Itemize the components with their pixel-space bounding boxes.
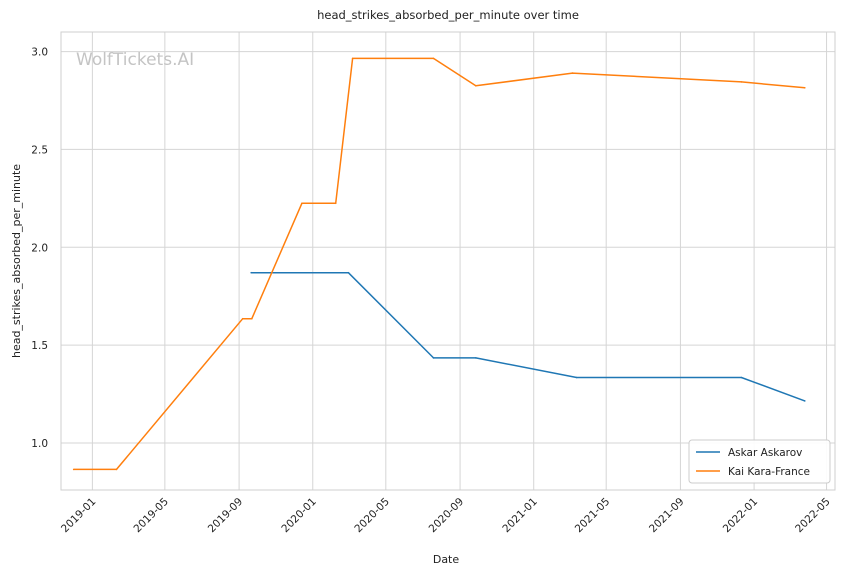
x-tick-label: 2019-09 xyxy=(206,496,246,536)
x-axis-label: Date xyxy=(433,553,460,566)
x-tick-label: 2021-05 xyxy=(573,496,613,536)
data-point-kai-kara-france xyxy=(251,317,253,320)
y-tick-label: 3.0 xyxy=(31,47,48,59)
chart-title: head_strikes_absorbed_per_minute over ti… xyxy=(317,8,579,22)
data-point-kai-kara-france xyxy=(351,57,354,60)
y-axis-label: head_strikes_absorbed_per_minute xyxy=(10,164,23,358)
y-tick-labels: 1.0 1.5 2.0 2.5 3.0 xyxy=(31,47,48,450)
data-point-askar-askarov xyxy=(475,357,477,359)
data-point-askar-askarov xyxy=(575,376,578,379)
legend-label-askar-askarov: Askar Askarov xyxy=(728,447,802,459)
data-point-kai-kara-france xyxy=(241,317,244,320)
data-point-askar-askarov xyxy=(347,271,350,274)
data-point-kai-kara-france xyxy=(432,57,435,60)
legend: Askar Askarov Kai Kara-France xyxy=(688,439,831,484)
plot-frame xyxy=(60,31,836,491)
x-tick-label: 2020-09 xyxy=(427,496,467,536)
data-point-kai-kara-france xyxy=(571,72,574,74)
x-tick-label: 2019-05 xyxy=(131,496,171,536)
x-tick-label: 2022-01 xyxy=(721,496,761,536)
x-tick-label: 2020-01 xyxy=(279,496,319,536)
x-tick-label: 2019-01 xyxy=(59,496,99,536)
data-point-askar-askarov xyxy=(250,271,252,274)
y-tick-label: 2.0 xyxy=(31,242,48,254)
data-point-kai-kara-france xyxy=(740,81,743,83)
y-tick-label: 1.5 xyxy=(31,340,48,352)
data-point-askar-askarov xyxy=(740,376,743,379)
data-point-kai-kara-france xyxy=(72,468,75,471)
series-lines xyxy=(72,57,806,471)
data-point-kai-kara-france xyxy=(115,468,118,471)
x-tick-label: 2021-09 xyxy=(647,496,687,536)
x-tick-label: 2022-05 xyxy=(793,496,833,536)
data-point-kai-kara-france xyxy=(301,202,303,205)
data-point-kai-kara-france xyxy=(804,87,806,89)
x-tick-label: 2021-01 xyxy=(500,496,540,536)
data-point-askar-askarov xyxy=(804,400,806,402)
y-tick-label: 1.0 xyxy=(31,438,48,450)
x-tick-label: 2020-05 xyxy=(352,496,392,536)
legend-box xyxy=(688,439,831,484)
grid xyxy=(61,32,835,490)
series-line-askar-askarov xyxy=(251,271,806,402)
watermark: WolfTickets.AI xyxy=(76,50,194,70)
x-tick-labels: 2019-01 2019-05 2019-09 2020-01 2020-05 2020-… xyxy=(59,496,833,536)
data-point-askar-askarov xyxy=(432,357,435,359)
series-line-kai-kara-france xyxy=(73,57,805,471)
legend-label-kai-kara-france: Kai Kara-France xyxy=(728,466,810,478)
y-tick-label: 2.5 xyxy=(31,144,48,156)
data-point-kai-kara-france xyxy=(334,202,337,205)
data-point-kai-kara-france xyxy=(475,85,477,87)
